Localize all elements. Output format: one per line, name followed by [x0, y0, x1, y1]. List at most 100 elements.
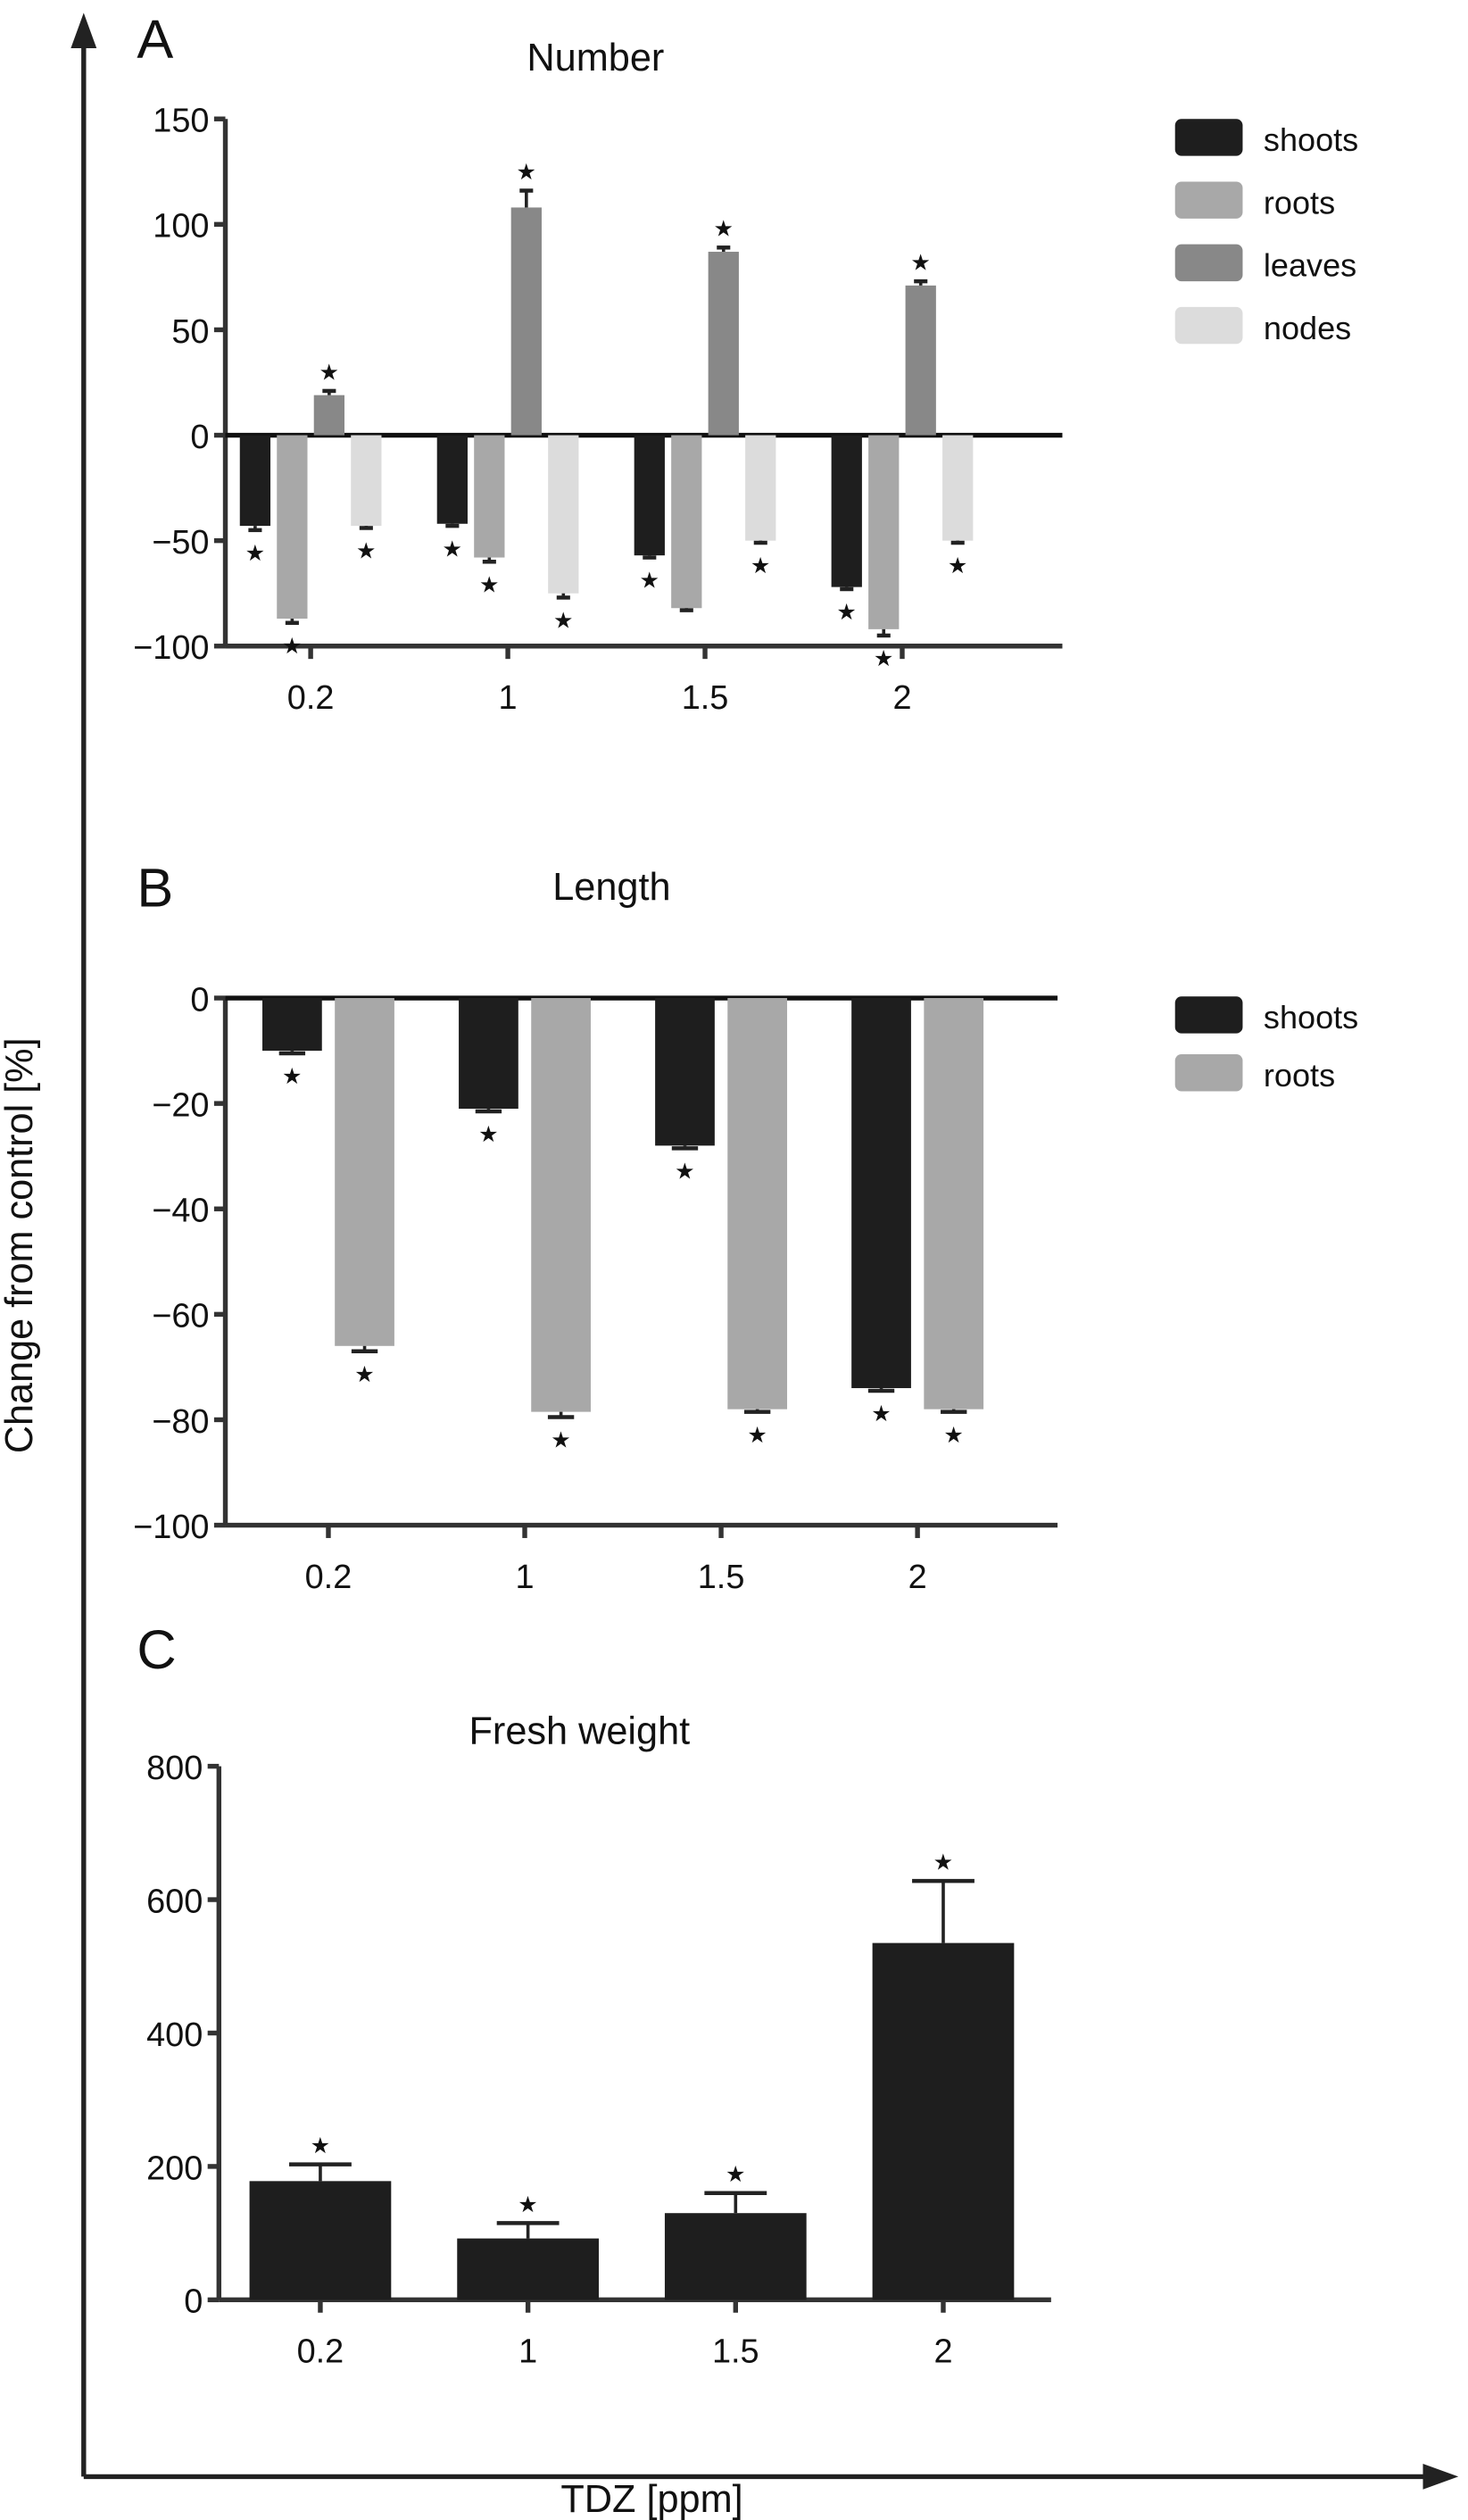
panel-a-axes: 150 100 50 0 −50 −100 0.2 1 1.5 2 — [133, 103, 1063, 717]
y-tick-label: 200 — [146, 2150, 203, 2187]
y-tick-label: 800 — [146, 1750, 203, 1787]
significance-star-icon: ★ — [675, 1160, 695, 1185]
panel-b-title: Length — [552, 866, 670, 909]
x-tick-label: 0.2 — [297, 2333, 344, 2371]
panel-b-axes: 0 −20 −40 −60 −80 −100 0.2 1 1.5 2 — [133, 981, 1058, 1596]
x-tick-label: 1.5 — [712, 2333, 759, 2371]
legend-swatch-shoots — [1174, 119, 1243, 156]
significance-star-icon: ★ — [356, 539, 377, 564]
significance-star-icon: ★ — [551, 1428, 571, 1453]
bar-shoots — [831, 435, 862, 587]
significance-star-icon: ★ — [478, 1122, 499, 1147]
y-tick-label: −60 — [152, 1298, 209, 1335]
y-tick-label: 100 — [153, 208, 209, 245]
significance-star-icon: ★ — [319, 360, 340, 385]
panel-a: A Number 150 100 50 0 −50 −100 0.2 1 1.5 2 ★ ★ ★ ★ ★ ★… — [133, 9, 1358, 717]
legend-label-leaves: leaves — [1264, 247, 1356, 284]
y-tick-label: −50 — [152, 524, 209, 561]
y-tick-label: −100 — [133, 1509, 209, 1546]
outer-x-axis-arrow-icon — [1422, 2463, 1459, 2490]
legend-label-nodes: nodes — [1264, 310, 1351, 346]
x-tick-label: 2 — [892, 679, 911, 717]
bar-leaves — [708, 252, 739, 436]
significance-star-icon: ★ — [245, 541, 266, 566]
y-tick-label: −20 — [152, 1087, 209, 1125]
bar-shoots — [851, 998, 911, 1389]
y-tick-label: 0 — [190, 419, 209, 456]
bar-roots — [671, 435, 702, 609]
significance-star-icon: ★ — [871, 1401, 892, 1426]
y-tick-label: −80 — [152, 1403, 209, 1441]
panel-c-bars: ★ ★ ★ ★ — [249, 1850, 1015, 2300]
panel-b-legend: shoots roots — [1174, 996, 1358, 1094]
legend-label-roots: roots — [1264, 1057, 1335, 1094]
legend-swatch-roots — [1174, 181, 1243, 219]
panel-label-c: C — [137, 1619, 176, 1680]
bar-roots — [531, 998, 591, 1412]
significance-star-icon: ★ — [282, 634, 303, 659]
bar-shoots — [459, 998, 518, 1110]
bar-roots — [727, 998, 788, 1410]
bar-nodes — [942, 435, 974, 541]
bar-roots — [474, 435, 505, 558]
legend-swatch-shoots — [1174, 996, 1243, 1034]
bar-leaves — [313, 395, 344, 436]
legend-swatch-leaves — [1174, 244, 1243, 282]
x-axis-title: TDZ [ppm] — [560, 2478, 742, 2520]
x-tick-label: 1 — [515, 1559, 534, 1596]
panel-a-legend: shoots roots leaves nodes — [1174, 119, 1358, 346]
y-tick-label: 50 — [171, 313, 209, 351]
panel-c-title: Fresh weight — [469, 1709, 690, 1752]
significance-star-icon: ★ — [933, 1850, 954, 1875]
bar-nodes — [548, 435, 579, 594]
significance-star-icon: ★ — [874, 646, 894, 671]
significance-star-icon: ★ — [943, 1423, 964, 1448]
y-tick-label: −100 — [133, 629, 209, 667]
bar-fresh-weight — [249, 2181, 392, 2300]
panel-label-a: A — [137, 9, 173, 70]
panel-a-bars: ★ ★ ★ ★ ★ ★ ★ ★ ★ ★ ★ ★ ★ ★ ★ — [239, 160, 974, 671]
bar-fresh-weight — [457, 2238, 599, 2300]
outer-axes: Change from control [%] TDZ [ppm] — [0, 12, 1459, 2520]
x-tick-label: 1.5 — [698, 1559, 745, 1596]
x-tick-label: 1 — [499, 679, 518, 717]
x-tick-label: 2 — [908, 1559, 927, 1596]
bar-roots — [924, 998, 984, 1410]
bar-roots — [335, 998, 394, 1346]
legend-swatch-roots — [1174, 1054, 1243, 1092]
bar-nodes — [745, 435, 776, 541]
bar-leaves — [510, 207, 542, 436]
bar-shoots — [436, 435, 468, 524]
significance-star-icon: ★ — [948, 553, 968, 578]
y-tick-label: 400 — [146, 2017, 203, 2054]
bar-leaves — [905, 285, 936, 436]
significance-star-icon: ★ — [311, 2133, 331, 2158]
bar-roots — [868, 435, 900, 629]
significance-star-icon: ★ — [479, 572, 500, 597]
x-tick-label: 2 — [933, 2333, 952, 2371]
significance-star-icon: ★ — [751, 553, 771, 578]
bar-shoots — [655, 998, 715, 1146]
legend-label-shoots: shoots — [1264, 999, 1358, 1035]
bar-shoots — [239, 435, 271, 527]
bar-shoots — [262, 998, 322, 1052]
significance-star-icon: ★ — [518, 2192, 538, 2217]
significance-star-icon: ★ — [910, 251, 931, 276]
significance-star-icon: ★ — [553, 609, 574, 634]
significance-star-icon: ★ — [282, 1064, 303, 1089]
panel-a-title: Number — [527, 37, 664, 79]
significance-star-icon: ★ — [443, 536, 463, 561]
x-tick-label: 1.5 — [682, 679, 729, 717]
significance-star-icon: ★ — [836, 600, 857, 625]
significance-star-icon: ★ — [726, 2162, 746, 2187]
bar-shoots — [634, 435, 665, 556]
y-tick-label: 150 — [153, 103, 209, 140]
panel-label-b: B — [137, 857, 173, 918]
x-tick-label: 0.2 — [287, 679, 335, 717]
significance-star-icon: ★ — [517, 160, 537, 185]
x-tick-label: 1 — [518, 2333, 537, 2371]
y-tick-label: 0 — [190, 981, 209, 1019]
